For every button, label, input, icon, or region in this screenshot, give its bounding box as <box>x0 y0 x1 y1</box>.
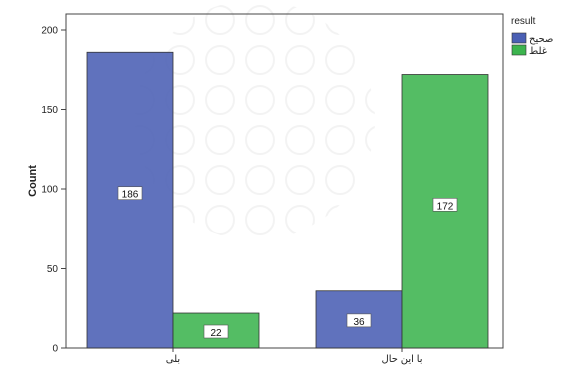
legend-label: صحیح <box>529 34 553 45</box>
legend-title: result <box>511 16 536 27</box>
bar <box>86 51 174 349</box>
y-tick-label: 100 <box>41 185 58 196</box>
y-axis: 0 50 100 150 200 <box>41 26 66 355</box>
y-axis-title: Count <box>27 165 39 197</box>
data-label: 186 <box>122 190 139 201</box>
y-tick-label: 150 <box>41 105 58 116</box>
data-label-box <box>203 324 229 339</box>
x-category-label: بلی <box>166 354 180 365</box>
data-labels: 186 22 36 172 <box>117 186 458 339</box>
x-category-label: با این حال <box>381 354 422 365</box>
watermark <box>135 0 375 240</box>
legend-swatch <box>511 44 527 56</box>
legend-label: غلط <box>529 46 547 57</box>
x-axis: بلی با این حال <box>166 348 423 365</box>
y-tick-label: 0 <box>52 344 58 355</box>
data-label-box <box>432 197 458 212</box>
y-tick-label: 200 <box>41 26 58 37</box>
y-tick-label: 50 <box>47 264 59 275</box>
data-label: 172 <box>437 201 454 212</box>
data-label: 22 <box>210 328 222 339</box>
legend-swatch <box>511 32 527 44</box>
plot-area <box>65 13 504 349</box>
data-label-box <box>346 313 372 328</box>
data-label: 36 <box>353 317 365 328</box>
data-label-box <box>117 186 143 201</box>
